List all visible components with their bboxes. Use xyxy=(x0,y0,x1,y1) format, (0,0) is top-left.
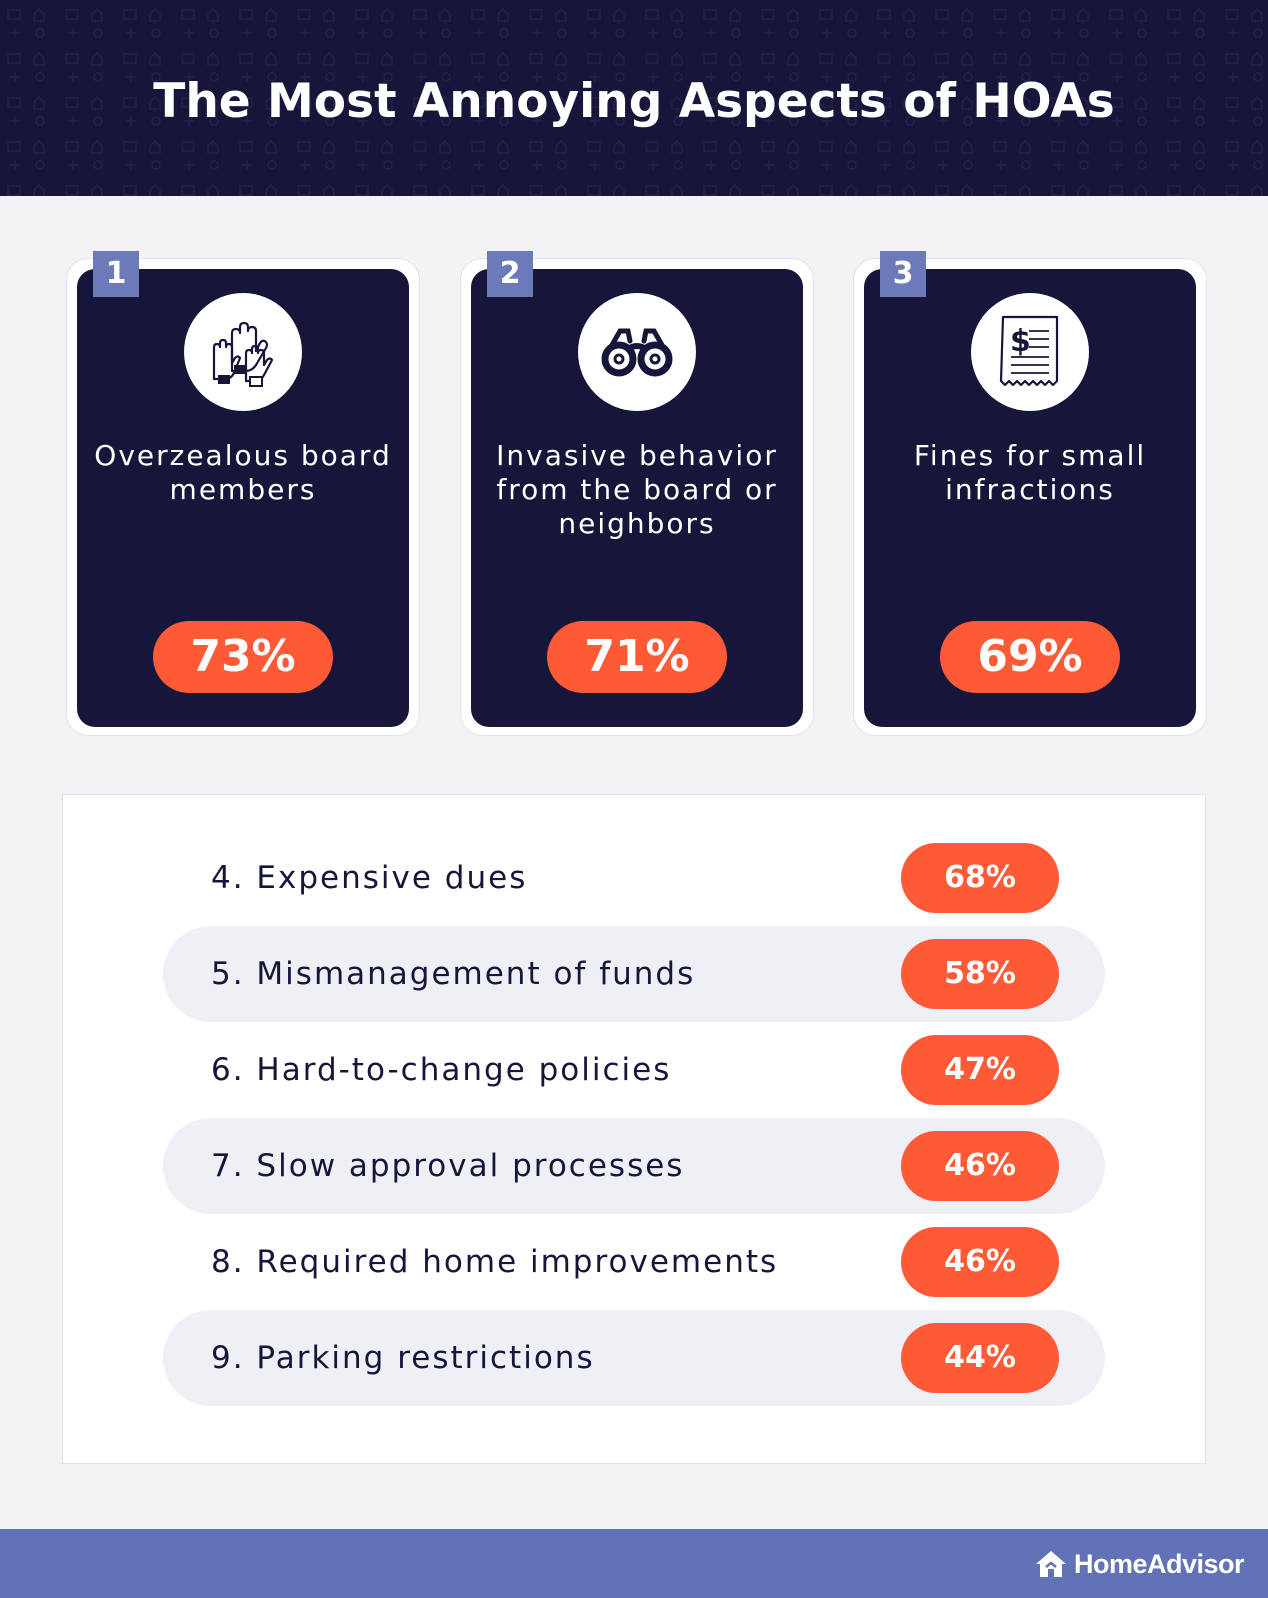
list-item: 6. Hard-to-change policies 47% xyxy=(163,1022,1105,1118)
footer-bar: HomeAdvisor xyxy=(0,1529,1268,1598)
list-item-label: 7. Slow approval processes xyxy=(211,1148,685,1184)
binoculars-icon xyxy=(578,293,696,411)
card-percent: 73% xyxy=(153,621,333,693)
raised-hands-icon xyxy=(184,293,302,411)
list-item-percent: 47% xyxy=(901,1035,1059,1105)
list-item-percent: 46% xyxy=(901,1131,1059,1201)
rank-badge: 1 xyxy=(93,251,139,297)
brand-name: HomeAdvisor xyxy=(1073,1548,1245,1579)
card-body: Invasive behavior from the board or neig… xyxy=(471,269,803,727)
page-title: The Most Annoying Aspects of HOAs xyxy=(153,74,1115,129)
card-label: Fines for small infractions xyxy=(913,439,1147,506)
top-card-1: 1 Overzealous board members 73% xyxy=(66,251,420,736)
svg-text:$: $ xyxy=(1010,324,1031,359)
ranked-list-panel: 4. Expensive dues 68% 5. Mismanagement o… xyxy=(62,794,1206,1464)
brand-logo: HomeAdvisor xyxy=(1034,1545,1245,1583)
list-item-percent: 58% xyxy=(901,939,1059,1009)
header-banner: The Most Annoying Aspects of HOAs xyxy=(0,0,1268,196)
card-label: Invasive behavior from the board or neig… xyxy=(496,439,778,540)
list-item: 7. Slow approval processes 46% xyxy=(163,1118,1105,1214)
receipt-dollar-icon: $ xyxy=(971,293,1089,411)
list-item-label: 6. Hard-to-change policies xyxy=(211,1052,672,1088)
top-card-3: 3 $ Fines for small infractions 69% xyxy=(853,251,1207,736)
list-item: 9. Parking restrictions 44% xyxy=(163,1310,1105,1406)
card-percent: 69% xyxy=(940,621,1120,693)
list-item-label: 8. Required home improvements xyxy=(211,1244,779,1280)
card-label: Overzealous board members xyxy=(94,439,392,506)
list-item-label: 5. Mismanagement of funds xyxy=(211,956,696,992)
list-item-percent: 46% xyxy=(901,1227,1059,1297)
list-item-label: 9. Parking restrictions xyxy=(211,1340,595,1376)
list-item-label: 4. Expensive dues xyxy=(211,860,528,896)
list-item-percent: 68% xyxy=(901,843,1059,913)
list-item-percent: 44% xyxy=(901,1323,1059,1393)
list-item: 8. Required home improvements 46% xyxy=(163,1214,1105,1310)
top-card-2: 2 Invasive behavior from the board or ne… xyxy=(460,251,814,736)
house-logo-icon xyxy=(1035,1551,1066,1577)
list-item: 5. Mismanagement of funds 58% xyxy=(163,926,1105,1022)
list-item: 4. Expensive dues 68% xyxy=(163,830,1105,926)
card-percent: 71% xyxy=(547,621,727,693)
background-pattern xyxy=(0,0,1268,196)
rank-badge: 3 xyxy=(880,251,926,297)
card-body: $ Fines for small infractions 69% xyxy=(864,269,1196,727)
rank-badge: 2 xyxy=(487,251,533,297)
card-body: Overzealous board members 73% xyxy=(77,269,409,727)
